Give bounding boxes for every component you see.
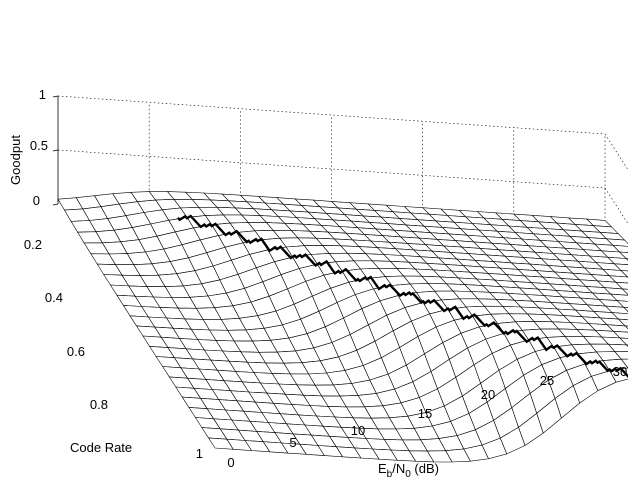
x-tick-label: 30 bbox=[613, 364, 627, 379]
x-axis-label-sub-b: b bbox=[387, 469, 393, 480]
x-tick-label: 10 bbox=[351, 423, 365, 438]
x-tick-label: 15 bbox=[418, 406, 432, 421]
z-tick-label: 0.5 bbox=[30, 138, 48, 153]
x-axis-label-e: E bbox=[378, 461, 387, 476]
z-axis-ticks: 0 0.5 1 bbox=[30, 87, 48, 208]
surface-mesh bbox=[57, 191, 628, 463]
y-tick-label: 0.6 bbox=[67, 344, 85, 359]
y-tick-label: 1 bbox=[196, 446, 203, 461]
x-axis-label-sub-0: 0 bbox=[405, 469, 411, 480]
x-axis-label: Eb/N0 (dB) bbox=[378, 461, 439, 480]
z-axis-tick bbox=[52, 95, 59, 98]
back-wall-gridline bbox=[57, 95, 606, 135]
x-tick-label: 0 bbox=[227, 455, 234, 470]
back-grid bbox=[52, 95, 628, 242]
surface-cell bbox=[207, 437, 234, 450]
x-tick-label: 20 bbox=[481, 387, 495, 402]
x-tick-label: 25 bbox=[540, 373, 554, 388]
x-tick-label: 5 bbox=[289, 435, 296, 450]
back-wall-gridline bbox=[57, 149, 606, 189]
y-tick-label: 0.8 bbox=[90, 397, 108, 412]
y-axis-ticks: 0.2 0.4 0.6 0.8 1 bbox=[24, 237, 203, 461]
max-goodput-polyline bbox=[177, 214, 628, 378]
z-axis-tick bbox=[52, 203, 59, 206]
x-axis-ticks: 0 5 10 15 20 25 30 bbox=[227, 364, 627, 470]
z-axis-label: Goodput bbox=[8, 135, 23, 185]
z-axis-tick bbox=[52, 149, 59, 152]
y-axis-label: Code Rate bbox=[70, 440, 132, 455]
z-tick-label: 0 bbox=[33, 193, 40, 208]
x-axis-label-unit: (dB) bbox=[411, 461, 439, 476]
y-tick-label: 0.4 bbox=[45, 290, 63, 305]
max-goodput-line bbox=[177, 214, 628, 378]
x-axis-label-n: /N bbox=[392, 461, 405, 476]
y-tick-label: 0.2 bbox=[24, 237, 42, 252]
z-tick-label: 1 bbox=[39, 87, 46, 102]
